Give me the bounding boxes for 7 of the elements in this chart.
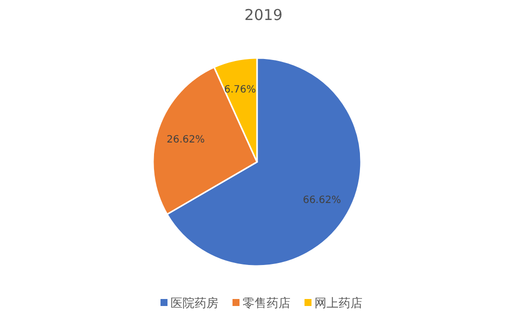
data-label: 6.76% — [224, 84, 256, 96]
legend-label: 网上药店 — [314, 296, 362, 310]
legend-label: 零售药店 — [242, 296, 290, 310]
legend-label: 医院药房 — [170, 296, 218, 310]
data-label: 66.62% — [302, 194, 341, 206]
chart-title: 2019 — [244, 6, 283, 24]
data-label: 26.62% — [166, 134, 205, 146]
